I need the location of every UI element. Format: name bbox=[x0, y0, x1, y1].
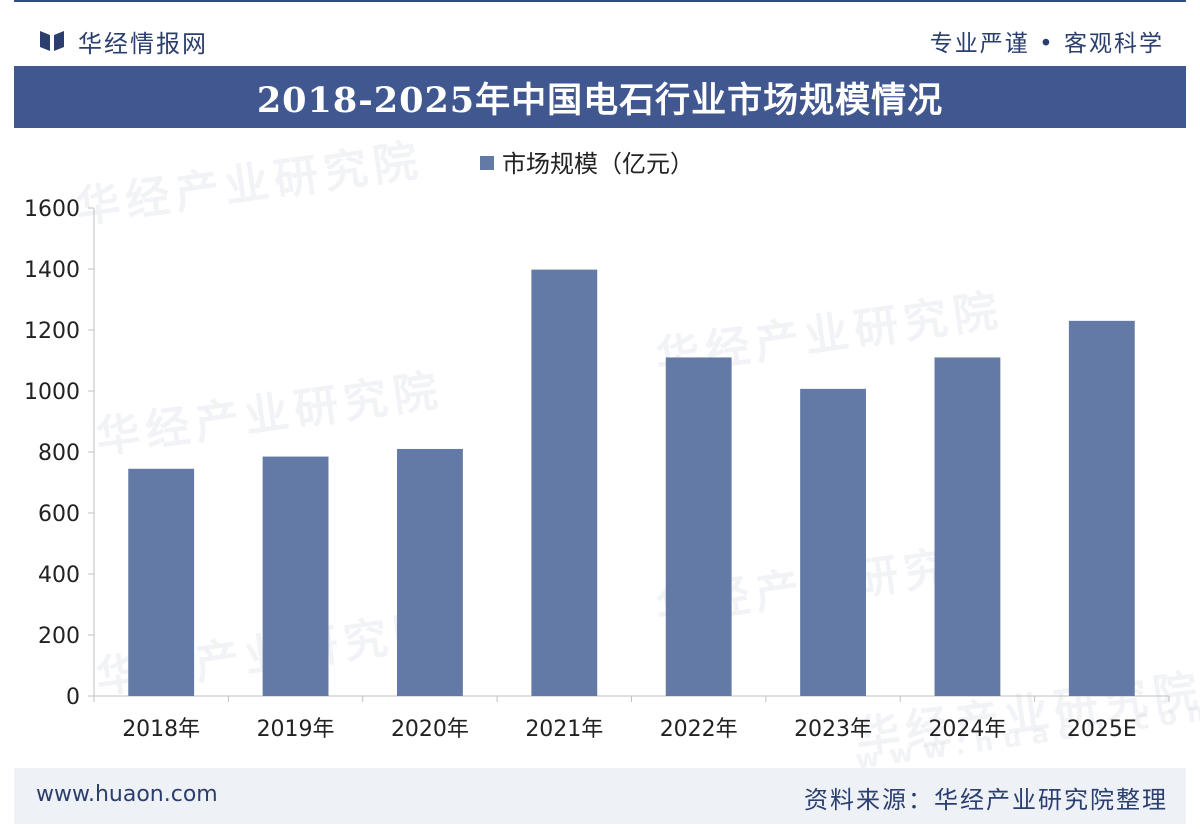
y-tick-label: 1000 bbox=[24, 380, 80, 405]
bar bbox=[531, 269, 598, 696]
x-tick-label: 2024年 bbox=[928, 717, 1006, 742]
legend-swatch bbox=[480, 156, 494, 170]
y-tick-label: 600 bbox=[38, 502, 80, 527]
title-bar: 2018-2025年中国电石行业市场规模情况 bbox=[14, 66, 1186, 128]
y-tick-label: 1400 bbox=[24, 258, 80, 283]
brand-name: 华经情报网 bbox=[78, 29, 208, 58]
bar bbox=[665, 357, 732, 696]
bar bbox=[934, 357, 1001, 696]
y-tick-label: 800 bbox=[38, 441, 80, 466]
footer-url[interactable]: www.huaon.com bbox=[36, 782, 218, 807]
slogan: 专业严谨 • 客观科学 bbox=[929, 31, 1164, 57]
header-bar: 华经情报网 专业严谨 • 客观科学 bbox=[14, 0, 1186, 66]
bar bbox=[128, 468, 195, 696]
x-tick-label: 2021年 bbox=[525, 717, 603, 742]
legend-label: 市场规模（亿元） bbox=[502, 150, 694, 178]
x-tick-label: 2022年 bbox=[660, 717, 738, 742]
y-tick-label: 0 bbox=[66, 685, 80, 710]
y-tick-label: 400 bbox=[38, 563, 80, 588]
book-icon bbox=[40, 31, 64, 51]
y-tick-label: 200 bbox=[38, 624, 80, 649]
x-tick-label: 2020年 bbox=[391, 717, 469, 742]
chart-title: 2018-2025年中国电石行业市场规模情况 bbox=[256, 79, 944, 121]
bar bbox=[1068, 320, 1135, 696]
x-tick-label: 2025E bbox=[1067, 717, 1137, 742]
y-tick-label: 1200 bbox=[24, 319, 80, 344]
bar bbox=[397, 448, 463, 696]
bar bbox=[262, 456, 329, 696]
footer: www.huaon.com 资料来源：华经产业研究院整理 bbox=[14, 768, 1186, 824]
source-note: 资料来源：华经产业研究院整理 bbox=[804, 786, 1168, 814]
chart-area: 华经产业研究院 华经产业研究院 华经产业研究院 华经产业研究院 华经产业研究院 … bbox=[14, 128, 1200, 776]
x-tick-label: 2019年 bbox=[257, 717, 335, 742]
bar-chart: 市场规模（亿元） 0 200 400 600 800 1000 1200 1400 1600 201… bbox=[24, 150, 1170, 742]
brand: 华经情报网 bbox=[38, 26, 208, 58]
bar bbox=[800, 388, 866, 696]
x-tick-label: 2018年 bbox=[122, 717, 200, 742]
y-tick-label: 1600 bbox=[24, 197, 80, 222]
x-tick-label: 2023年 bbox=[794, 717, 872, 742]
